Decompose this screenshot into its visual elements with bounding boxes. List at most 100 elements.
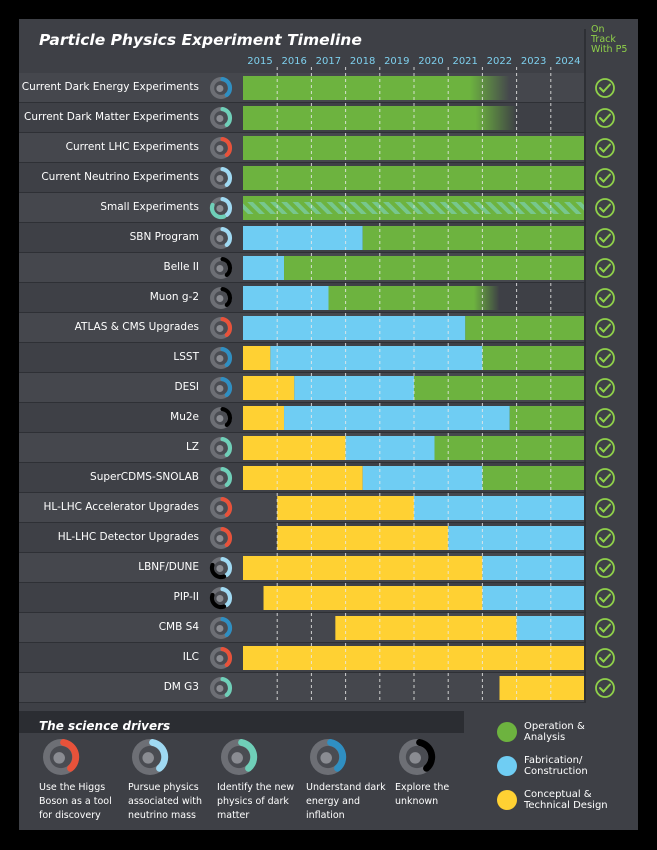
year-label-2018: 2018 [349, 56, 376, 67]
phase-bar-fabrication [243, 226, 363, 250]
phase-bar-fabrication [482, 556, 585, 580]
row-label: LSST [173, 351, 199, 363]
unknown-driver-icon [399, 739, 436, 775]
drivers-title-bar [19, 711, 464, 733]
driver-icon [209, 197, 233, 220]
row-label: Current Dark Energy Experiments [21, 81, 199, 93]
phase-bar-fabrication [414, 496, 585, 520]
driver-icon [210, 347, 233, 369]
driver-icon [209, 587, 233, 610]
driver-icon [210, 377, 233, 399]
on-track-check-icon [595, 228, 615, 248]
row-label: Current Dark Matter Experiments [23, 111, 199, 123]
on-track-check-icon [595, 498, 615, 518]
row-label: Current LHC Experiments [65, 141, 199, 153]
on-track-check-icon [595, 438, 615, 458]
row-label: ILC [182, 651, 199, 663]
legend-label-operation: Operation & Analysis [524, 721, 585, 743]
phase-bar-conceptual [243, 556, 483, 580]
row-label: Current Neutrino Experiments [41, 171, 199, 183]
on-track-check-icon [595, 108, 615, 128]
phase-bar-conceptual [277, 526, 449, 550]
driver-icon [210, 437, 233, 459]
chart-title: Particle Physics Experiment Timeline [39, 31, 362, 49]
phase-bar-fabrication [270, 346, 483, 370]
driver-icon [210, 317, 233, 339]
year-label-2015: 2015 [247, 56, 273, 67]
driver-icon [210, 407, 233, 429]
phase-bar-conceptual [243, 436, 346, 460]
phase-bar-operation [465, 316, 585, 340]
phase-bar-fabrication [243, 256, 285, 280]
row-label: LBNF/DUNE [138, 561, 199, 573]
on-track-check-icon [595, 378, 615, 398]
phase-bar-conceptual [499, 676, 585, 700]
year-label-2016: 2016 [281, 56, 307, 67]
driver-icon [210, 287, 233, 309]
phase-bar-fabrication [284, 406, 510, 430]
higgs-driver-icon [43, 739, 80, 775]
phase-bar-fabrication [243, 286, 329, 310]
year-label-2020: 2020 [418, 56, 444, 67]
dark-matter-driver-icon [221, 739, 258, 775]
legend-swatch-operation [497, 722, 517, 742]
row-label: Mu2e [170, 411, 199, 423]
on-track-check-icon [595, 588, 615, 608]
on-track-check-icon [595, 468, 615, 488]
year-label-2022: 2022 [486, 56, 513, 67]
on-track-check-icon [595, 408, 615, 428]
phase-bar-conceptual [243, 406, 285, 430]
timeline-chart [19, 29, 615, 703]
legend-swatch-conceptual [497, 790, 517, 810]
legend-swatch-fabrication [497, 756, 517, 776]
on-track-check-icon [595, 198, 615, 218]
phase-bar-operation [362, 226, 585, 250]
on-track-check-icon [595, 348, 615, 368]
row-label: Belle II [163, 261, 200, 273]
driver-icon [210, 497, 233, 519]
phase-bar-operation [243, 76, 510, 100]
phase-bar-operation [434, 436, 585, 460]
phase-bar-fabrication [362, 466, 483, 490]
on-track-check-icon [595, 138, 615, 158]
driver-icon [210, 527, 233, 549]
driver-label-dark-matter: Identify the new physics of dark matter [217, 782, 295, 821]
drivers-graphics [19, 711, 517, 810]
driver-icon [210, 107, 233, 129]
phase-bar-fabrication [345, 436, 435, 460]
on-track-check-icon [595, 288, 615, 308]
year-label-2019: 2019 [384, 56, 410, 67]
neutrino-driver-icon [132, 739, 169, 775]
driver-icon [210, 467, 233, 489]
on-track-check-icon [595, 528, 615, 548]
year-label-2021: 2021 [452, 56, 478, 67]
legend-label-conceptual: Conceptual & Technical Design [524, 789, 608, 811]
row-background [19, 673, 585, 702]
phase-bar-conceptual [243, 376, 295, 400]
driver-icon [210, 167, 233, 189]
chart-frame: Particle Physics Experiment Timeline On … [19, 19, 638, 830]
phase-bar-fabrication [243, 316, 466, 340]
on-track-header: On Track With P5 [591, 24, 628, 55]
phase-bar-conceptual [335, 616, 517, 640]
row-label: LZ [185, 441, 199, 453]
year-label-2023: 2023 [520, 56, 547, 67]
driver-icon [210, 227, 233, 249]
phase-bar-operation [509, 406, 585, 430]
phase-bar-conceptual [243, 466, 363, 490]
driver-icon [210, 137, 233, 159]
row-label: HL-LHC Detector Upgrades [57, 531, 199, 543]
driver-label-higgs: Use the Higgs Boson as a tool for discov… [39, 782, 112, 821]
row-label: CMB S4 [158, 621, 199, 633]
row-label: DESI [174, 381, 199, 393]
row-label: Muon g-2 [149, 291, 199, 303]
on-track-check-icon [595, 648, 615, 668]
row-label: PIP-II [173, 591, 199, 603]
on-track-check-icon [595, 258, 615, 278]
row-label: DM G3 [163, 681, 199, 693]
science-drivers-panel: The science drivers Use the Higgs Boson … [19, 711, 638, 830]
driver-icon [210, 257, 233, 279]
hatch-overlay [243, 202, 585, 214]
driver-label-dark-energy: Understand dark energy and inflation [306, 782, 386, 821]
driver-icon [210, 77, 233, 99]
